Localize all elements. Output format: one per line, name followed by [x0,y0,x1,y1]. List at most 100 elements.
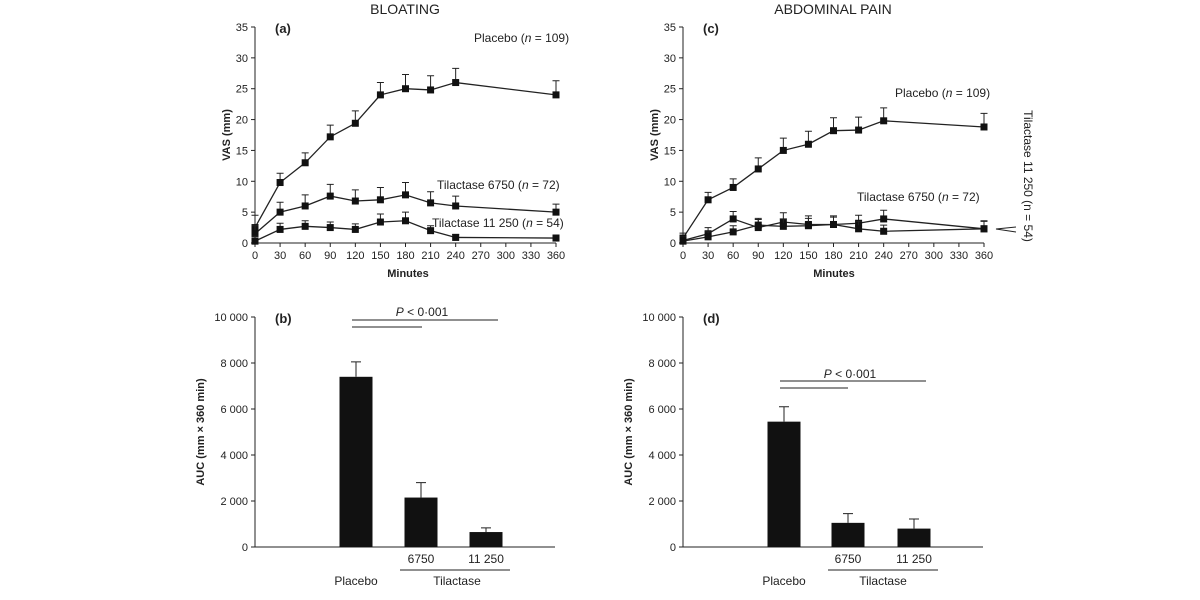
data-point [729,215,737,223]
y-tick-label: 20 [236,115,248,127]
bar-11-250 [469,532,503,547]
panel-d-abdominal-pain-auc-bar-chart: (d) AUC (mm × 360 min) 0 2 000 4 000 6 000 8… [623,311,983,588]
panel-b-ylabel: AUC (mm × 360 min) [195,378,207,486]
x-tick-label: 60 [727,250,739,262]
category-label: 11 250 [468,552,504,566]
data-point [301,202,309,210]
panel-b-plot: Placebo 6750 11 250 [334,361,504,588]
data-point [880,215,888,223]
y-tick-label: 10 [664,176,676,188]
data-point [427,199,435,207]
y-tick-label: 15 [236,145,248,157]
data-point [880,227,888,235]
data-point [679,237,687,245]
y-tick-label: 30 [236,53,248,65]
y-tick-label: 10 000 [214,312,248,324]
bar-6750 [831,522,865,547]
data-point [855,225,863,233]
data-point [779,222,787,230]
y-tick-label: 5 [670,207,676,219]
y-tick-label: 35 [236,22,248,34]
category-label: 6750 [408,552,435,566]
x-tick-label: 150 [799,250,817,262]
x-tick-label: 210 [421,250,439,262]
y-tick-label: 15 [664,145,676,157]
series-line [682,223,985,242]
panel-c-plot [679,107,988,245]
y-tick-label: 0 [670,542,676,554]
panel-a-bloating-line-chart: BLOATING (a) VAS (mm) Minutes 0 5 10 15 20 25… [221,1,569,280]
data-point [326,224,334,232]
data-point [804,222,812,230]
panel-a-tilactase-6750-label: Tilactase 6750 (n = 72) [437,178,560,192]
bar-placebo [767,421,801,547]
y-tick-label: 20 [664,115,676,127]
data-point [880,117,888,125]
bar-6750 [404,497,438,547]
y-tick-label: 0 [242,238,248,250]
x-tick-label: 0 [680,250,686,262]
series-placebo [251,67,560,232]
y-tick-label: 2 000 [648,496,676,508]
data-point [980,225,988,233]
data-point [452,233,460,241]
category-label: Placebo [762,574,806,588]
bar-11-250 [897,528,931,547]
y-tick-label: 4 000 [648,450,676,462]
data-point [980,123,988,131]
series-line [682,120,985,239]
x-tick-label: 60 [299,250,311,262]
data-point [301,222,309,230]
y-tick-label: 4 000 [220,450,248,462]
x-tick-label: 330 [950,250,968,262]
panel-a-tilactase-11250-label: Tilactase 11 250 (n = 54) [432,216,564,230]
y-tick-label: 2 000 [220,496,248,508]
data-point [402,191,409,199]
series-line [254,81,557,228]
y-tick-label: 6 000 [648,404,676,416]
panel-b-pvalue: P < 0·001 [396,305,449,319]
series-tilactase-11-250 [251,211,560,245]
y-tick-label: 25 [236,84,248,96]
panel-d-label: (d) [703,311,720,326]
data-point [402,217,409,225]
panel-c-ylabel: VAS (mm) [649,109,661,161]
panel-c-label: (c) [703,21,719,36]
error-bar [909,518,919,529]
data-point [326,133,334,141]
data-point [779,146,787,154]
data-point [704,233,712,241]
error-bar [779,406,789,422]
x-tick-label: 120 [346,250,364,262]
panel-a-xlabel: Minutes [387,268,429,280]
data-point [251,230,259,238]
data-point [276,208,284,216]
panel-d-ticks: 0 2 000 4 000 6 000 8 000 10 000 [642,312,983,554]
data-point [830,220,837,228]
y-tick-label: 30 [664,53,676,65]
error-bar [416,482,426,498]
data-point [351,119,359,127]
y-tick-label: 0 [242,542,248,554]
category-label: 6750 [835,552,862,566]
panel-c-title: ABDOMINAL PAIN [774,1,891,17]
x-tick-label: 270 [472,250,490,262]
data-point [276,179,284,187]
data-point [754,221,762,229]
data-point [452,79,460,87]
panel-c-tilactase-6750-label: Tilactase 6750 (n = 72) [857,190,980,204]
x-tick-label: 0 [252,250,258,262]
series-line [682,218,985,242]
data-point [729,183,737,191]
data-point [276,225,284,233]
data-point [427,227,435,235]
series-tilactase-6750 [251,182,560,238]
x-tick-label: 90 [752,250,764,262]
panel-a-placebo-label: Placebo (n = 109) [474,31,569,45]
error-bar [481,527,491,533]
series-line [254,220,557,242]
x-tick-label: 90 [324,250,336,262]
panel-a-label: (a) [275,21,291,36]
data-point [804,140,812,148]
x-tick-label: 150 [371,250,389,262]
